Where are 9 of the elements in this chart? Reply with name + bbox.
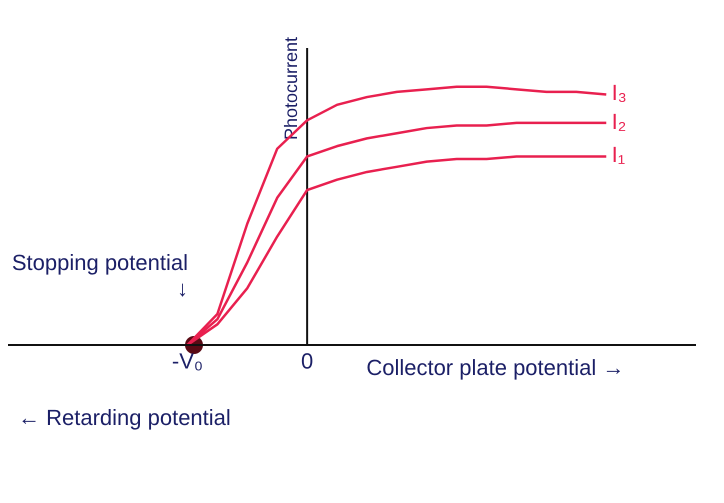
x-tick-label: 0 [301,348,314,374]
y-axis-title: Photocurrent [282,36,302,140]
x-tick-label: -V₀ [172,348,204,374]
text: ← Retarding potential [18,405,232,431]
x-axis-title: Collector plate potential → [366,355,626,381]
series-label: I₃ [612,80,627,106]
annotation: Stopping potential ↓ [10,250,188,302]
series-label: I₁ [612,142,626,168]
series-label: I₂ [612,108,626,135]
